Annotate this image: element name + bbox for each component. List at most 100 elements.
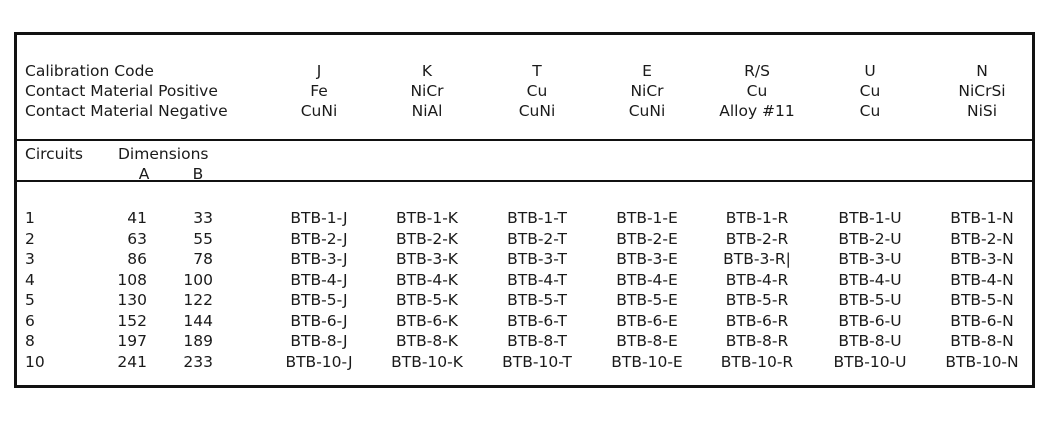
cell-part-number: BTB-6-R <box>725 311 789 330</box>
cell-part-number: BTB-3-E <box>616 250 678 268</box>
cell-part-number: BTB-6-T <box>507 311 567 330</box>
cell-circuits: 10 <box>25 352 45 371</box>
cell-part-number: BTB-6-E <box>616 311 678 330</box>
cell-part-number: BTB-1-T <box>507 209 567 227</box>
cell-part-number: BTB-2-U <box>838 229 902 248</box>
cell-circuits: 1 <box>25 209 35 227</box>
cell-dim-b: 122 <box>183 291 213 309</box>
cell-circuits: 2 <box>25 229 35 248</box>
col-6-positive: Cu <box>859 82 881 100</box>
cell-part-number: BTB-8-R <box>725 332 789 350</box>
col-6-negative: Cu <box>859 102 881 120</box>
cell-dim-b: 189 <box>183 332 213 350</box>
cell-part-number: BTB-10-U <box>833 352 907 371</box>
cell-dim-a: 41 <box>127 209 147 227</box>
cell-part-number: BTB-5-R <box>725 291 789 309</box>
col-5-code: R/S <box>744 62 770 80</box>
cell-part-number: BTB-3-J <box>290 250 348 268</box>
cell-circuits: 6 <box>25 311 35 330</box>
col-3-positive: Cu <box>526 82 548 100</box>
col-7-negative: NiSi <box>966 102 998 120</box>
col-1-negative: CuNi <box>300 102 338 120</box>
cell-part-number: BTB-10-E <box>611 352 683 371</box>
col-1-code: J <box>316 62 322 80</box>
col-2-negative: NiAl <box>411 102 443 120</box>
cell-part-number: BTB-2-J <box>290 229 348 248</box>
cell-part-number: BTB-6-U <box>838 311 902 330</box>
cell-dim-b: 144 <box>183 311 213 330</box>
header-dim-b: B <box>192 165 204 183</box>
cell-part-number: BTB-6-J <box>290 311 348 330</box>
cell-dim-b: 55 <box>193 229 213 248</box>
cell-part-number: BTB-1-R <box>725 209 789 227</box>
cell-part-number: BTB-3-K <box>396 250 458 268</box>
subheader-divider <box>17 180 1032 182</box>
cell-part-number: BTB-1-U <box>838 209 902 227</box>
cell-dim-a: 108 <box>117 270 147 289</box>
cell-part-number: BTB-1-K <box>396 209 458 227</box>
col-5-negative: Alloy #11 <box>719 102 795 120</box>
col-3-code: T <box>532 62 542 80</box>
cell-part-number: BTB-1-N <box>950 209 1014 227</box>
cell-dim-a: 130 <box>117 291 147 309</box>
cell-part-number: BTB-10-N <box>945 352 1019 371</box>
cell-part-number: BTB-4-K <box>396 270 458 289</box>
col-2-code: K <box>421 62 433 80</box>
cell-part-number: BTB-4-N <box>950 270 1014 289</box>
cell-part-number: BTB-2-N <box>950 229 1014 248</box>
cell-part-number: BTB-3-U <box>838 250 902 268</box>
cell-part-number: BTB-5-J <box>290 291 348 309</box>
header-dimensions: Dimensions <box>118 145 209 163</box>
cell-dim-a: 86 <box>127 250 147 268</box>
cell-part-number: BTB-10-T <box>502 352 572 371</box>
label-contact-negative: Contact Material Negative <box>25 102 228 120</box>
cell-part-number: BTB-10-R <box>720 352 794 371</box>
cell-part-number: BTB-4-E <box>616 270 678 289</box>
col-6-code: U <box>864 62 876 80</box>
cell-circuits: 5 <box>25 291 35 309</box>
col-2-positive: NiCr <box>410 82 444 100</box>
cell-dim-b: 100 <box>183 270 213 289</box>
cell-part-number: BTB-4-T <box>507 270 567 289</box>
label-calibration-code: Calibration Code <box>25 62 154 80</box>
cell-part-number: BTB-4-J <box>290 270 348 289</box>
cell-part-number: BTB-10-K <box>391 352 463 371</box>
cell-part-number: BTB-5-U <box>838 291 902 309</box>
cell-part-number: BTB-3-T <box>507 250 567 268</box>
cell-part-number: BTB-10-J <box>285 352 353 371</box>
cell-part-number: BTB-6-N <box>950 311 1014 330</box>
cell-circuits: 4 <box>25 270 35 289</box>
cell-dim-b: 233 <box>183 352 213 371</box>
col-5-positive: Cu <box>746 82 768 100</box>
col-4-code: E <box>642 62 652 80</box>
col-4-positive: NiCr <box>630 82 664 100</box>
cell-part-number: BTB-4-R <box>725 270 789 289</box>
col-1-positive: Fe <box>310 82 328 100</box>
cell-part-number: BTB-6-K <box>396 311 458 330</box>
cell-dim-a: 152 <box>117 311 147 330</box>
thermocouple-table: Calibration Code Contact Material Positi… <box>14 32 1035 388</box>
cell-part-number: BTB-5-E <box>616 291 678 309</box>
cell-part-number: BTB-5-K <box>396 291 458 309</box>
cell-part-number: BTB-8-E <box>616 332 678 350</box>
cell-dim-b: 33 <box>193 209 213 227</box>
cell-part-number: BTB-2-E <box>616 229 678 248</box>
col-7-code: N <box>976 62 988 80</box>
cell-circuits: 8 <box>25 332 35 350</box>
header-divider <box>17 139 1032 141</box>
cell-part-number: BTB-1-E <box>616 209 678 227</box>
col-4-negative: CuNi <box>628 102 666 120</box>
cell-part-number: BTB-2-K <box>396 229 458 248</box>
label-contact-positive: Contact Material Positive <box>25 82 218 100</box>
cell-dim-a: 63 <box>127 229 147 248</box>
cell-part-number: BTB-8-N <box>950 332 1014 350</box>
cell-part-number: BTB-8-K <box>396 332 458 350</box>
cell-part-number: BTB-1-J <box>290 209 348 227</box>
cell-part-number: BTB-5-N <box>950 291 1014 309</box>
cell-part-number: BTB-8-J <box>290 332 348 350</box>
col-7-positive: NiCrSi <box>958 82 1006 100</box>
header-circuits: Circuits <box>25 145 83 163</box>
cell-part-number: BTB-5-T <box>507 291 567 309</box>
cell-dim-a: 197 <box>117 332 147 350</box>
cell-dim-a: 241 <box>117 352 147 371</box>
